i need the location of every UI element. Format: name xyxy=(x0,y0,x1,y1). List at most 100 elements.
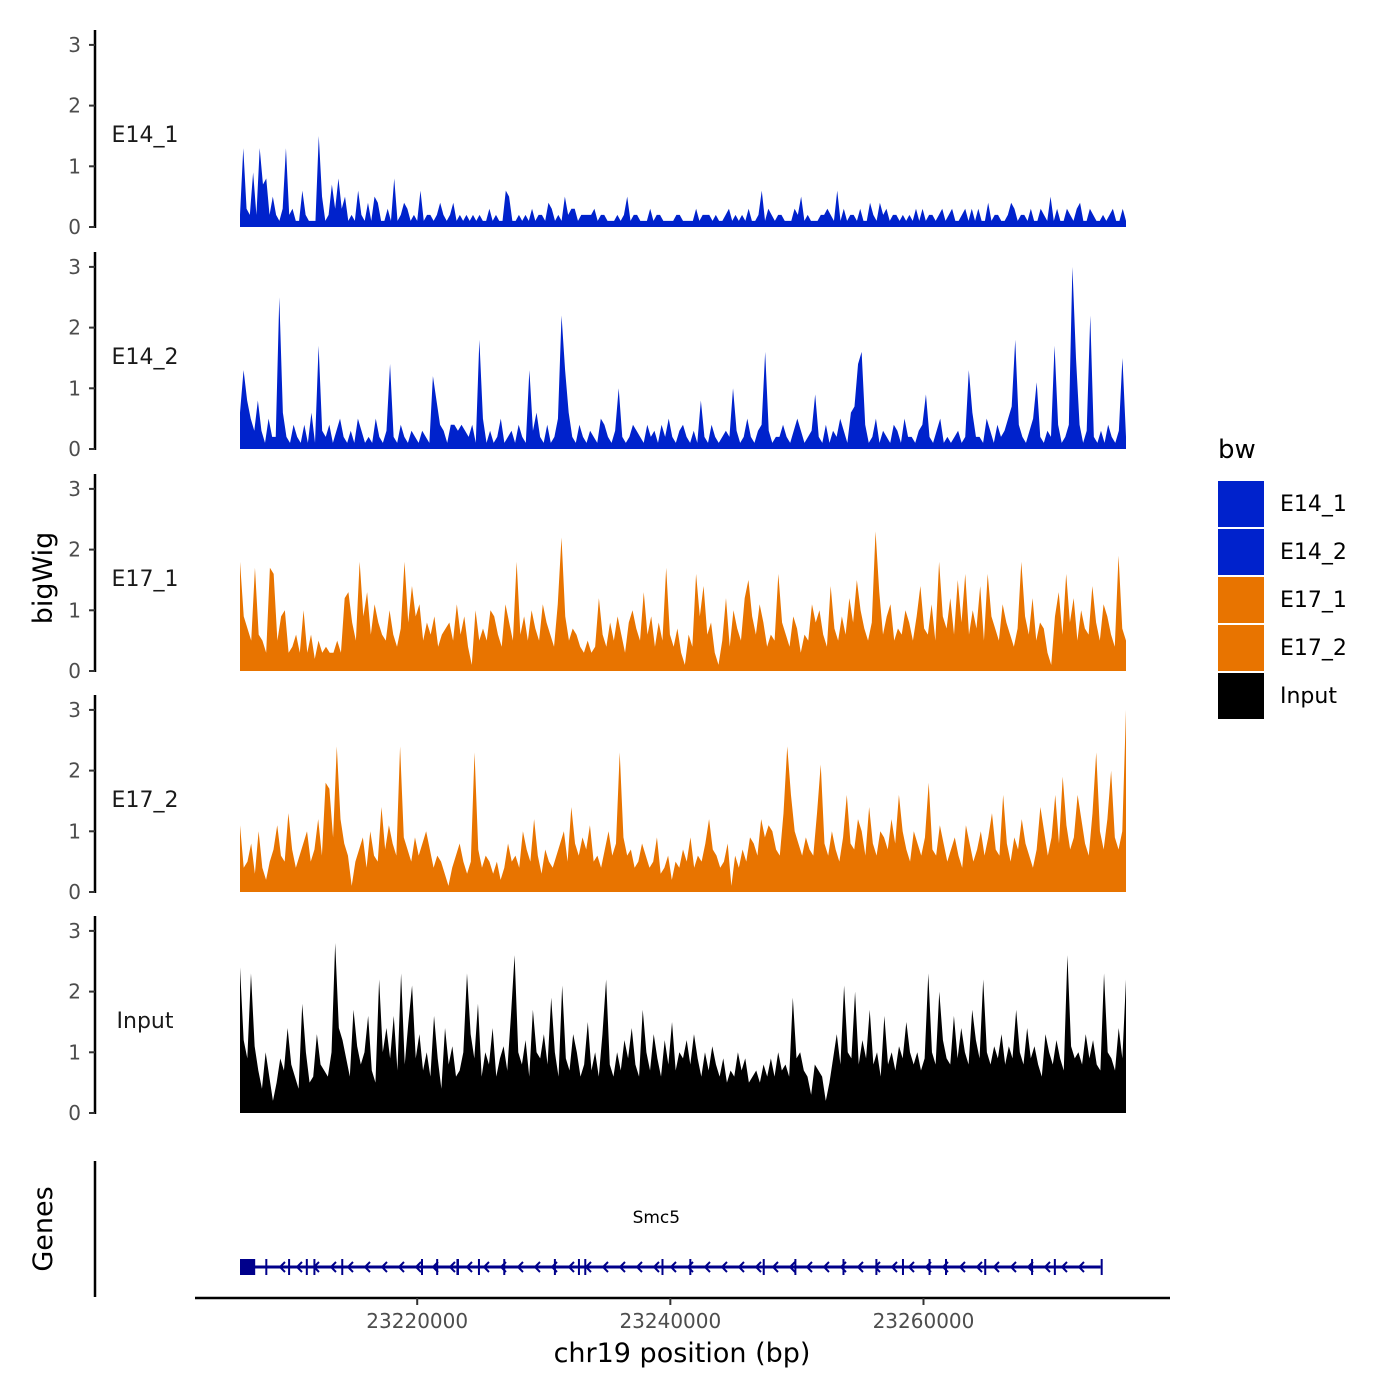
strand-arrow-icon xyxy=(1043,1261,1051,1273)
exon xyxy=(436,1259,439,1275)
exon xyxy=(842,1259,845,1275)
exon xyxy=(265,1259,268,1275)
exon xyxy=(577,1259,580,1275)
y-tick-label: 3 xyxy=(68,33,81,57)
track-E14_2: 0 1 2 3 E14_2 xyxy=(68,252,1126,461)
legend-swatch xyxy=(1218,577,1264,623)
strand-arrow-icon xyxy=(295,1261,303,1273)
legend-label: E17_1 xyxy=(1280,588,1347,613)
strand-arrow-icon xyxy=(1060,1261,1068,1273)
track-label: Input xyxy=(117,1009,174,1034)
exon xyxy=(901,1259,904,1275)
legend-swatch xyxy=(1218,673,1264,719)
area-Input xyxy=(240,943,1126,1113)
strand-arrow-icon xyxy=(278,1261,286,1273)
y-axis-title: bigWig xyxy=(28,532,59,625)
x-axis: 23220000 23240000 23260000 xyxy=(195,1296,1170,1333)
y-tick-label: 2 xyxy=(68,759,81,783)
strand-arrow-icon xyxy=(414,1261,422,1273)
legend-label: E14_2 xyxy=(1280,540,1347,565)
y-tick-label: 1 xyxy=(68,154,81,178)
y-tick-label: 3 xyxy=(68,255,81,279)
strand-arrow-icon xyxy=(754,1261,762,1273)
exon xyxy=(1031,1259,1034,1275)
strand-arrow-icon xyxy=(448,1261,456,1273)
exon xyxy=(477,1259,480,1275)
exon xyxy=(1053,1259,1056,1275)
exon xyxy=(945,1259,948,1275)
strand-arrow-icon xyxy=(822,1261,830,1273)
strand-arrow-icon xyxy=(686,1261,694,1273)
y-tick-label: 1 xyxy=(68,376,81,400)
strand-arrow-icon xyxy=(635,1261,643,1273)
strand-arrow-icon xyxy=(669,1261,677,1273)
legend-title: bw xyxy=(1218,435,1256,465)
strand-arrow-icon xyxy=(482,1261,490,1273)
area-E17_1 xyxy=(240,531,1126,671)
y-tick-label: 0 xyxy=(68,659,81,683)
exon xyxy=(503,1259,506,1275)
x-axis-title: chr19 position (bp) xyxy=(554,1338,811,1369)
y-tick-label: 2 xyxy=(68,980,81,1004)
y-tick-label: 3 xyxy=(68,919,81,943)
strand-arrow-icon xyxy=(601,1261,609,1273)
exon xyxy=(984,1259,987,1275)
y-tick-label: 1 xyxy=(68,1040,81,1064)
exon xyxy=(661,1259,664,1275)
legend-label: Input xyxy=(1280,684,1337,709)
y-tick-label: 0 xyxy=(68,215,81,239)
strand-arrow-icon xyxy=(465,1261,473,1273)
strand-arrow-icon xyxy=(618,1261,626,1273)
track-label: E17_2 xyxy=(112,788,179,813)
strand-arrow-icon xyxy=(805,1261,813,1273)
strand-arrow-icon xyxy=(907,1261,915,1273)
strand-arrow-icon xyxy=(329,1261,337,1273)
y-tick-label: 2 xyxy=(68,316,81,340)
legend: bw E14_1 E14_2 E17_1 E17_2 Input xyxy=(1218,435,1347,719)
strand-arrow-icon xyxy=(958,1261,966,1273)
legend-label: E17_2 xyxy=(1280,636,1347,661)
strand-arrow-icon xyxy=(788,1261,796,1273)
y-tick-label: 0 xyxy=(68,1101,81,1125)
legend-swatch xyxy=(1218,481,1264,527)
x-tick-label: 23240000 xyxy=(619,1309,721,1333)
track-label: E14_2 xyxy=(112,345,179,370)
exon xyxy=(553,1259,556,1275)
track-Input: 0 1 2 3 Input xyxy=(68,916,1126,1125)
strand-arrow-icon xyxy=(652,1261,660,1273)
track-E17_2: 0 1 2 3 E17_2 xyxy=(68,695,1126,904)
track-label: E14_1 xyxy=(112,123,179,148)
exon xyxy=(456,1259,459,1275)
area-E17_2 xyxy=(240,709,1126,892)
strand-arrow-icon xyxy=(737,1261,745,1273)
x-tick-label: 23220000 xyxy=(366,1309,468,1333)
strand-arrow-icon xyxy=(397,1261,405,1273)
legend-swatch xyxy=(1218,529,1264,575)
strand-arrow-icon xyxy=(720,1261,728,1273)
track-label: E17_1 xyxy=(112,567,179,592)
exon xyxy=(240,1259,256,1275)
exon xyxy=(762,1259,765,1275)
y-tick-label: 2 xyxy=(68,94,81,118)
exon xyxy=(313,1259,316,1275)
strand-arrow-icon xyxy=(975,1261,983,1273)
y-tick-label: 0 xyxy=(68,880,81,904)
strand-arrow-icon xyxy=(771,1261,779,1273)
exon xyxy=(794,1259,797,1275)
area-E14_1 xyxy=(240,135,1126,227)
strand-arrow-icon xyxy=(873,1261,881,1273)
legend-swatch xyxy=(1218,625,1264,671)
track-E14_1: 0 1 2 3 E14_1 xyxy=(68,30,1126,239)
strand-arrow-icon xyxy=(856,1261,864,1273)
gene-track: Smc5 xyxy=(93,1161,1103,1297)
gene-label: Smc5 xyxy=(633,1208,681,1228)
y-tick-label: 0 xyxy=(68,437,81,461)
exon xyxy=(341,1259,344,1275)
area-E14_2 xyxy=(240,266,1126,449)
strand-arrow-icon xyxy=(992,1261,1000,1273)
strand-arrow-icon xyxy=(1077,1261,1085,1273)
strand-arrow-icon xyxy=(363,1261,371,1273)
strand-arrow-icon xyxy=(567,1261,575,1273)
exon xyxy=(1100,1259,1103,1275)
